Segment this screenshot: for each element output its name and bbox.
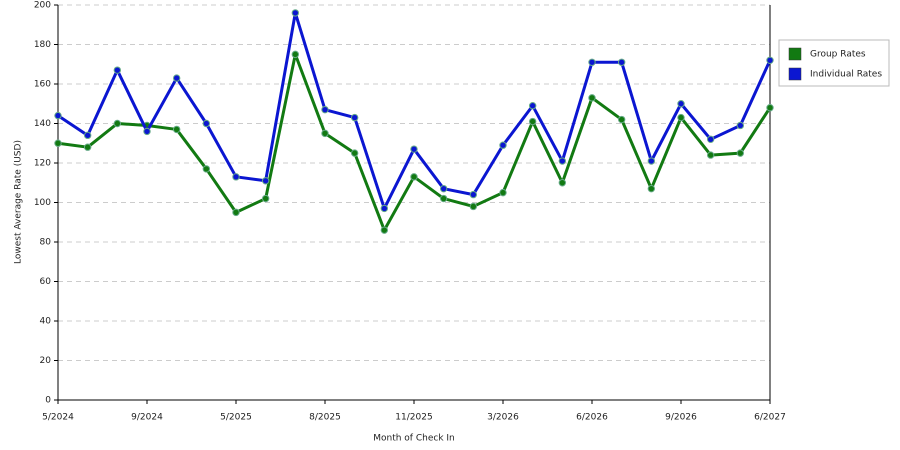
point xyxy=(677,100,685,108)
point xyxy=(410,145,418,153)
point xyxy=(647,184,656,193)
point xyxy=(736,149,745,157)
legend-label: Group Rates xyxy=(810,50,866,60)
y-tick-label: 100 xyxy=(34,198,51,208)
point xyxy=(172,74,181,82)
point xyxy=(261,194,270,203)
x-tick-label: 9/2026 xyxy=(665,413,697,423)
point xyxy=(558,157,567,165)
y-tick-label: 60 xyxy=(40,277,52,287)
point xyxy=(321,105,329,114)
point xyxy=(291,50,300,59)
point xyxy=(172,125,181,134)
x-tick-label: 8/2025 xyxy=(309,413,341,423)
point xyxy=(558,179,567,187)
point xyxy=(202,165,211,173)
x-axis-label: Month of Check In xyxy=(373,434,455,444)
x-tick-label: 6/2027 xyxy=(754,413,786,423)
x-tick-label: 11/2025 xyxy=(395,413,432,423)
legend-swatch xyxy=(788,47,802,61)
y-tick-label: 160 xyxy=(34,80,51,90)
point xyxy=(54,111,62,120)
point xyxy=(83,143,92,151)
point xyxy=(439,194,448,203)
point xyxy=(261,177,270,185)
point xyxy=(202,119,211,128)
x-tick-label: 6/2026 xyxy=(576,413,608,423)
point xyxy=(83,131,92,140)
point xyxy=(647,157,656,165)
x-tick-label: 9/2024 xyxy=(131,413,163,423)
point xyxy=(617,115,626,124)
legend-swatch xyxy=(788,67,802,81)
legend-label: Individual Rates xyxy=(810,70,882,80)
y-tick-label: 80 xyxy=(40,238,52,248)
point xyxy=(54,139,62,147)
point xyxy=(677,113,685,122)
y-tick-label: 20 xyxy=(40,356,52,366)
point xyxy=(113,119,122,128)
point xyxy=(736,121,745,130)
point xyxy=(528,102,537,110)
point xyxy=(143,127,151,136)
y-tick-label: 40 xyxy=(40,317,52,327)
point xyxy=(588,58,596,66)
point xyxy=(499,188,507,197)
point xyxy=(706,135,715,144)
point xyxy=(321,129,329,138)
series-line xyxy=(57,52,772,232)
point xyxy=(410,173,418,181)
point xyxy=(291,9,300,17)
point xyxy=(499,141,507,149)
point xyxy=(766,104,774,112)
point xyxy=(232,208,240,217)
point xyxy=(350,113,359,122)
point xyxy=(588,94,596,102)
y-axis-label: Lowest Average Rate (USD) xyxy=(14,140,24,264)
point xyxy=(617,58,626,66)
x-tick-label: 5/2025 xyxy=(220,413,252,423)
y-tick-label: 140 xyxy=(34,119,51,129)
y-tick-label: 0 xyxy=(45,396,51,406)
point xyxy=(350,149,359,157)
point xyxy=(469,202,478,211)
point xyxy=(528,117,537,126)
point xyxy=(439,184,448,193)
y-tick-label: 180 xyxy=(34,40,51,50)
point xyxy=(380,204,389,213)
point xyxy=(380,226,389,234)
point xyxy=(113,66,122,74)
y-tick-label: 200 xyxy=(34,1,51,11)
point xyxy=(469,190,478,199)
point xyxy=(706,151,715,159)
x-tick-label: 5/2024 xyxy=(42,413,74,423)
y-tick-label: 120 xyxy=(34,159,51,169)
point xyxy=(766,56,774,64)
x-tick-label: 3/2026 xyxy=(487,413,519,423)
point xyxy=(232,173,240,181)
